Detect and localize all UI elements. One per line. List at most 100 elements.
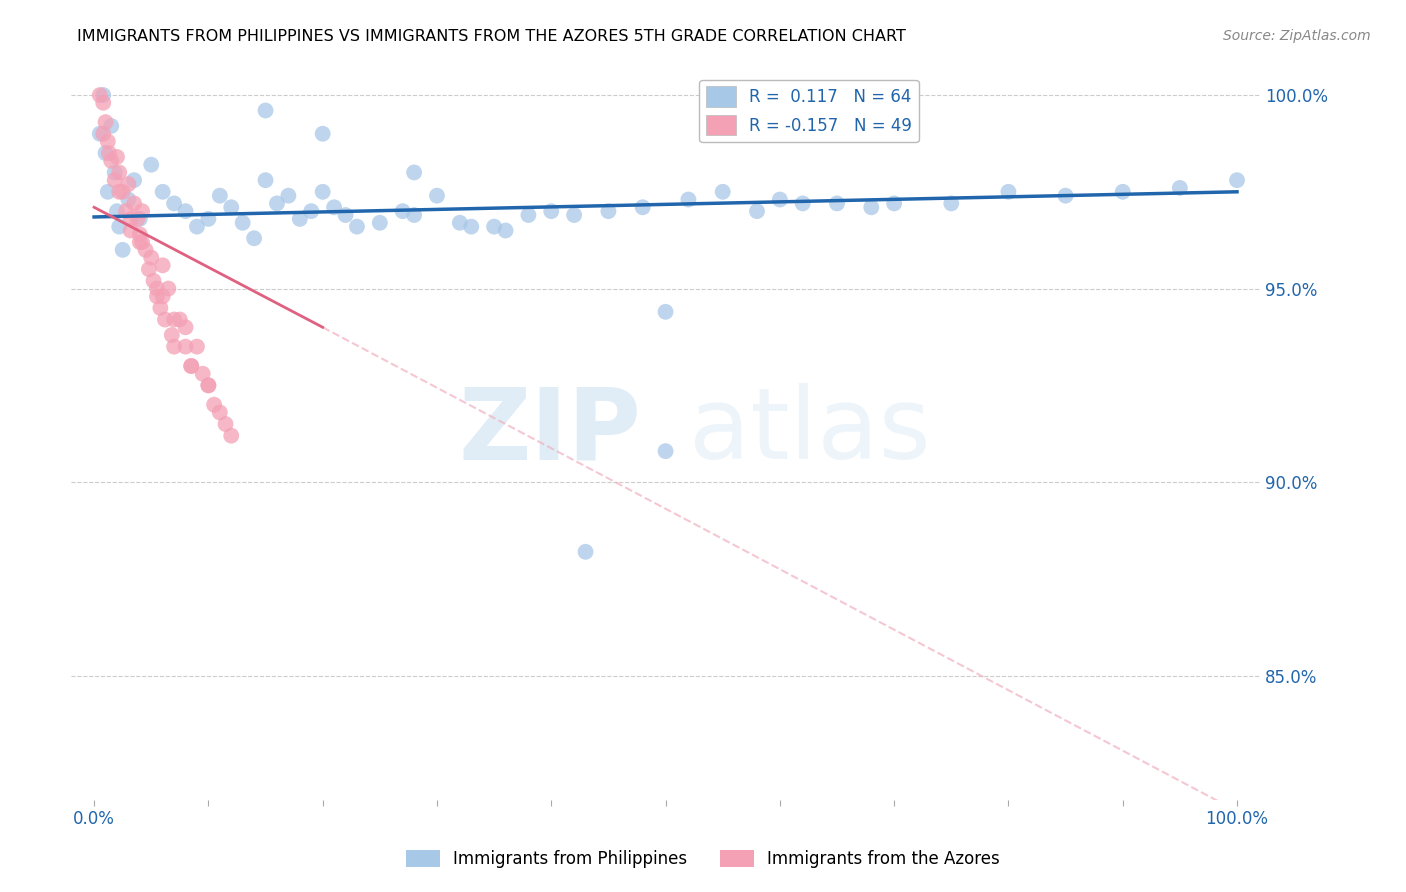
Point	[108, 165, 131, 179]
Point	[186, 219, 208, 234]
Point	[254, 173, 277, 187]
Point	[128, 227, 150, 242]
Point	[100, 153, 122, 168]
Text: atlas: atlas	[689, 384, 931, 480]
Point	[91, 95, 114, 110]
Point	[128, 211, 150, 226]
Point	[825, 196, 848, 211]
Point	[654, 305, 676, 319]
Point	[111, 185, 134, 199]
Point	[449, 216, 471, 230]
Point	[1226, 173, 1249, 187]
Point	[94, 146, 117, 161]
Text: IMMIGRANTS FROM PHILIPPINES VS IMMIGRANTS FROM THE AZORES 5TH GRADE CORRELATION : IMMIGRANTS FROM PHILIPPINES VS IMMIGRANT…	[77, 29, 907, 44]
Point	[141, 251, 163, 265]
Point	[197, 378, 219, 392]
Point	[97, 185, 120, 199]
Point	[860, 200, 883, 214]
Point	[941, 196, 963, 211]
Point	[122, 173, 145, 187]
Point	[105, 204, 128, 219]
Point	[540, 204, 562, 219]
Point	[243, 231, 266, 245]
Point	[631, 200, 654, 214]
Point	[105, 150, 128, 164]
Point	[335, 208, 357, 222]
Point	[180, 359, 202, 373]
Point	[277, 188, 299, 202]
Point	[97, 135, 120, 149]
Point	[769, 193, 792, 207]
Point	[122, 196, 145, 211]
Point	[299, 204, 322, 219]
Point	[1112, 185, 1135, 199]
Point	[208, 405, 231, 419]
Point	[219, 428, 242, 442]
Point	[208, 188, 231, 202]
Point	[111, 243, 134, 257]
Point	[1054, 188, 1077, 202]
Point	[169, 312, 191, 326]
Point	[792, 196, 814, 211]
Point	[146, 282, 169, 296]
Point	[368, 216, 391, 230]
Point	[146, 289, 169, 303]
Point	[404, 165, 426, 179]
Point	[426, 188, 449, 202]
Point	[89, 88, 111, 103]
Point	[197, 378, 219, 392]
Point	[138, 262, 160, 277]
Point	[142, 274, 165, 288]
Point	[131, 235, 153, 249]
Point	[214, 417, 236, 431]
Point	[89, 127, 111, 141]
Point	[711, 185, 734, 199]
Point	[160, 328, 183, 343]
Point	[108, 185, 131, 199]
Point	[127, 211, 149, 226]
Point	[100, 119, 122, 133]
Point	[197, 211, 219, 226]
Point	[115, 204, 138, 219]
Point	[460, 219, 482, 234]
Point	[174, 340, 197, 354]
Point	[482, 219, 505, 234]
Legend: R =  0.117   N = 64, R = -0.157   N = 49: R = 0.117 N = 64, R = -0.157 N = 49	[699, 79, 918, 142]
Point	[91, 88, 114, 103]
Point	[152, 258, 174, 272]
Point	[654, 444, 676, 458]
Point	[104, 165, 127, 179]
Point	[266, 196, 288, 211]
Point	[120, 211, 142, 226]
Text: ZIP: ZIP	[458, 384, 641, 480]
Point	[117, 177, 139, 191]
Point	[312, 185, 335, 199]
Point	[149, 301, 172, 315]
Point	[120, 223, 142, 237]
Point	[104, 173, 127, 187]
Point	[312, 127, 335, 141]
Point	[141, 158, 163, 172]
Point	[346, 219, 368, 234]
Point	[1168, 181, 1191, 195]
Point	[174, 320, 197, 334]
Point	[163, 196, 186, 211]
Point	[128, 235, 150, 249]
Point	[152, 185, 174, 199]
Point	[180, 359, 202, 373]
Point	[562, 208, 585, 222]
Point	[997, 185, 1019, 199]
Point	[163, 312, 186, 326]
Point	[391, 204, 413, 219]
Point	[883, 196, 905, 211]
Point	[598, 204, 620, 219]
Point	[219, 200, 242, 214]
Legend: Immigrants from Philippines, Immigrants from the Azores: Immigrants from Philippines, Immigrants …	[399, 843, 1007, 875]
Point	[108, 219, 131, 234]
Point	[186, 340, 208, 354]
Point	[495, 223, 517, 237]
Point	[91, 127, 114, 141]
Point	[202, 398, 225, 412]
Point	[97, 146, 120, 161]
Point	[163, 340, 186, 354]
